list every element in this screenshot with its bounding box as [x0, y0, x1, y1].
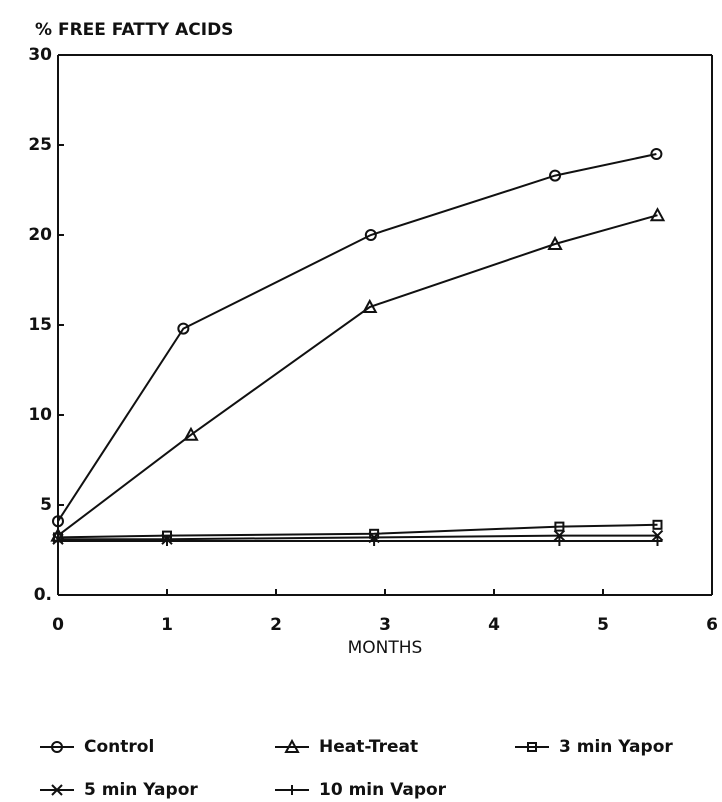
series-line — [58, 215, 658, 535]
legend-label: Control — [84, 737, 154, 757]
y-tick-label: 20 — [28, 225, 52, 245]
x-tick-label: 6 — [706, 615, 718, 635]
x-tick-label: 5 — [597, 615, 609, 635]
y-tick-label: 0. — [34, 585, 52, 605]
x-tick-label: 0 — [52, 615, 64, 635]
y-tick-label: 15 — [28, 315, 52, 335]
x-tick-label: 1 — [161, 615, 173, 635]
chart-title: % FREE FATTY ACIDS — [35, 20, 233, 40]
marker — [652, 209, 664, 220]
y-tick-label: 5 — [40, 495, 52, 515]
x-tick-label: 4 — [488, 615, 500, 635]
legend-label: 3 min Yapor — [559, 737, 673, 757]
marker — [653, 536, 663, 546]
x-tick-label: 3 — [379, 615, 391, 635]
marker — [287, 785, 297, 795]
x-axis-label: MONTHS — [348, 638, 423, 658]
chart: % FREE FATTY ACIDS MONTHS 0.510152025300… — [0, 0, 722, 802]
y-tick-label: 25 — [28, 135, 52, 155]
y-tick-label: 10 — [28, 405, 52, 425]
x-tick-label: 2 — [270, 615, 282, 635]
y-tick-label: 30 — [28, 45, 52, 65]
marker — [554, 536, 564, 546]
legend-label: 10 min Vapor — [319, 780, 447, 800]
legend-label: Heat-Treat — [319, 737, 418, 757]
legend-label: 5 min Yapor — [84, 780, 198, 800]
series-line — [58, 154, 656, 521]
